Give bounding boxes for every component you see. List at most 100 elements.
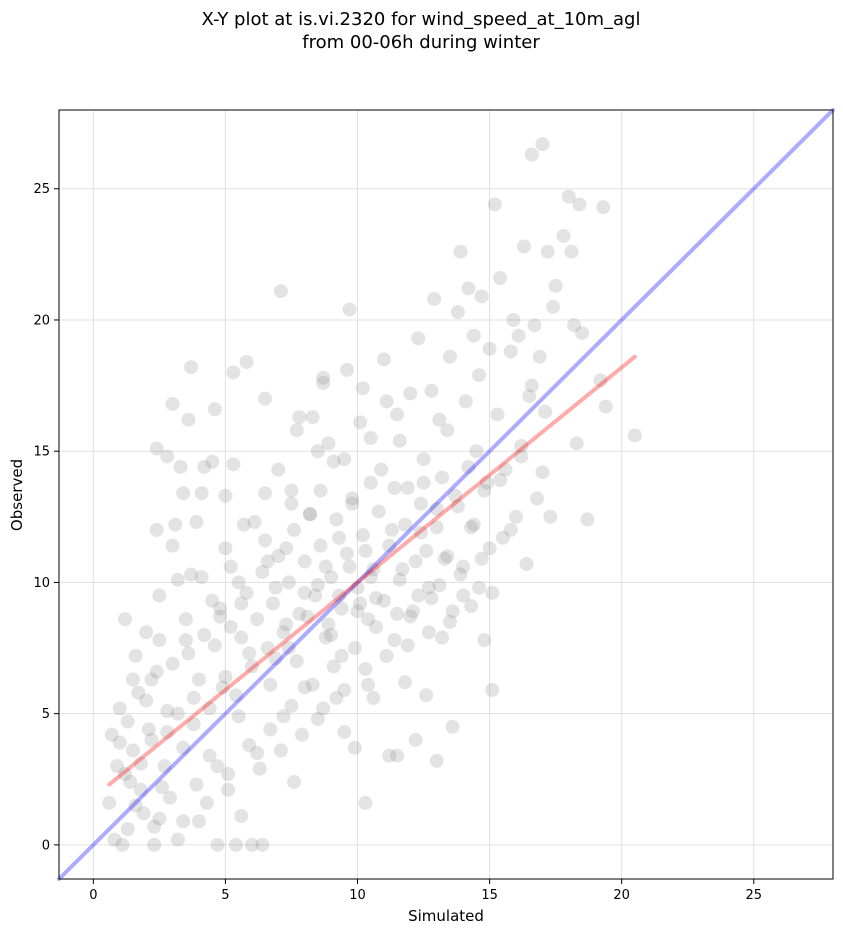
data-point xyxy=(152,588,167,603)
data-point xyxy=(149,664,164,679)
data-point xyxy=(239,585,254,600)
data-point xyxy=(390,407,405,422)
data-point xyxy=(477,633,492,648)
data-point xyxy=(411,331,426,346)
data-point xyxy=(527,318,542,333)
data-point xyxy=(284,698,299,713)
data-point xyxy=(339,546,354,561)
data-point xyxy=(273,284,288,299)
data-point xyxy=(543,509,558,524)
data-point xyxy=(379,648,394,663)
data-point xyxy=(345,491,360,506)
data-point xyxy=(228,837,243,852)
data-point xyxy=(133,756,148,771)
data-point xyxy=(464,520,479,535)
data-point xyxy=(490,407,505,422)
data-point xyxy=(440,549,455,564)
data-point xyxy=(139,625,154,640)
data-point xyxy=(104,727,119,742)
data-point xyxy=(210,837,225,852)
plot-frame xyxy=(58,109,834,880)
data-point xyxy=(408,554,423,569)
data-point xyxy=(170,706,185,721)
data-point xyxy=(326,659,341,674)
data-point xyxy=(313,538,328,553)
data-point xyxy=(627,428,642,443)
data-point xyxy=(287,522,302,537)
data-point xyxy=(125,672,140,687)
chart-title-line-1: X-Y plot at is.vi.2320 for wind_speed_at… xyxy=(202,9,641,30)
y-tick-label: 10 xyxy=(33,576,50,591)
data-point xyxy=(234,596,249,611)
data-point xyxy=(435,630,450,645)
data-point xyxy=(181,412,196,427)
data-point xyxy=(231,709,246,724)
x-tick-label: 5 xyxy=(221,888,229,903)
data-point xyxy=(548,278,563,293)
data-point xyxy=(466,328,481,343)
data-point xyxy=(387,480,402,495)
data-point xyxy=(368,591,383,606)
data-point xyxy=(421,580,436,595)
data-point xyxy=(535,137,550,152)
data-point xyxy=(210,759,225,774)
data-point xyxy=(189,777,204,792)
data-point xyxy=(324,627,339,642)
data-point xyxy=(363,570,378,585)
data-point xyxy=(450,499,465,514)
data-point xyxy=(268,651,283,666)
data-point xyxy=(321,436,336,451)
data-point xyxy=(353,415,368,430)
data-point xyxy=(305,410,320,425)
data-point xyxy=(353,596,368,611)
data-point xyxy=(355,381,370,396)
data-point xyxy=(469,444,484,459)
data-point xyxy=(556,228,571,243)
data-point xyxy=(297,585,312,600)
data-point xyxy=(112,735,127,750)
data-point xyxy=(350,604,365,619)
data-point xyxy=(387,633,402,648)
data-point xyxy=(429,520,444,535)
data-point xyxy=(194,570,209,585)
data-point xyxy=(382,748,397,763)
data-point xyxy=(128,648,143,663)
data-point xyxy=(580,512,595,527)
data-point xyxy=(598,399,613,414)
data-point xyxy=(136,806,151,821)
data-point xyxy=(273,743,288,758)
data-point xyxy=(398,675,413,690)
data-point xyxy=(165,396,180,411)
y-tick-label: 5 xyxy=(42,707,50,722)
data-point xyxy=(371,504,386,519)
data-point xyxy=(207,402,222,417)
data-point xyxy=(223,620,238,635)
data-point xyxy=(321,617,336,632)
data-point xyxy=(184,567,199,582)
data-point xyxy=(226,457,241,472)
data-point xyxy=(181,646,196,661)
data-point xyxy=(144,732,159,747)
data-point xyxy=(258,533,273,548)
data-point xyxy=(472,580,487,595)
y-tick-label: 15 xyxy=(33,445,50,460)
data-point xyxy=(337,725,352,740)
data-point xyxy=(427,291,442,306)
data-point xyxy=(596,200,611,215)
data-point xyxy=(376,593,391,608)
data-point xyxy=(487,197,502,212)
data-point xyxy=(432,578,447,593)
data-point xyxy=(202,748,217,763)
data-point xyxy=(252,761,267,776)
data-point xyxy=(379,394,394,409)
data-point xyxy=(445,719,460,734)
data-point xyxy=(482,341,497,356)
data-point xyxy=(263,722,278,737)
data-point xyxy=(572,197,587,212)
data-point xyxy=(442,349,457,364)
data-point xyxy=(545,299,560,314)
data-point xyxy=(162,790,177,805)
data-point xyxy=(337,683,352,698)
data-point xyxy=(295,727,310,742)
data-point xyxy=(287,774,302,789)
